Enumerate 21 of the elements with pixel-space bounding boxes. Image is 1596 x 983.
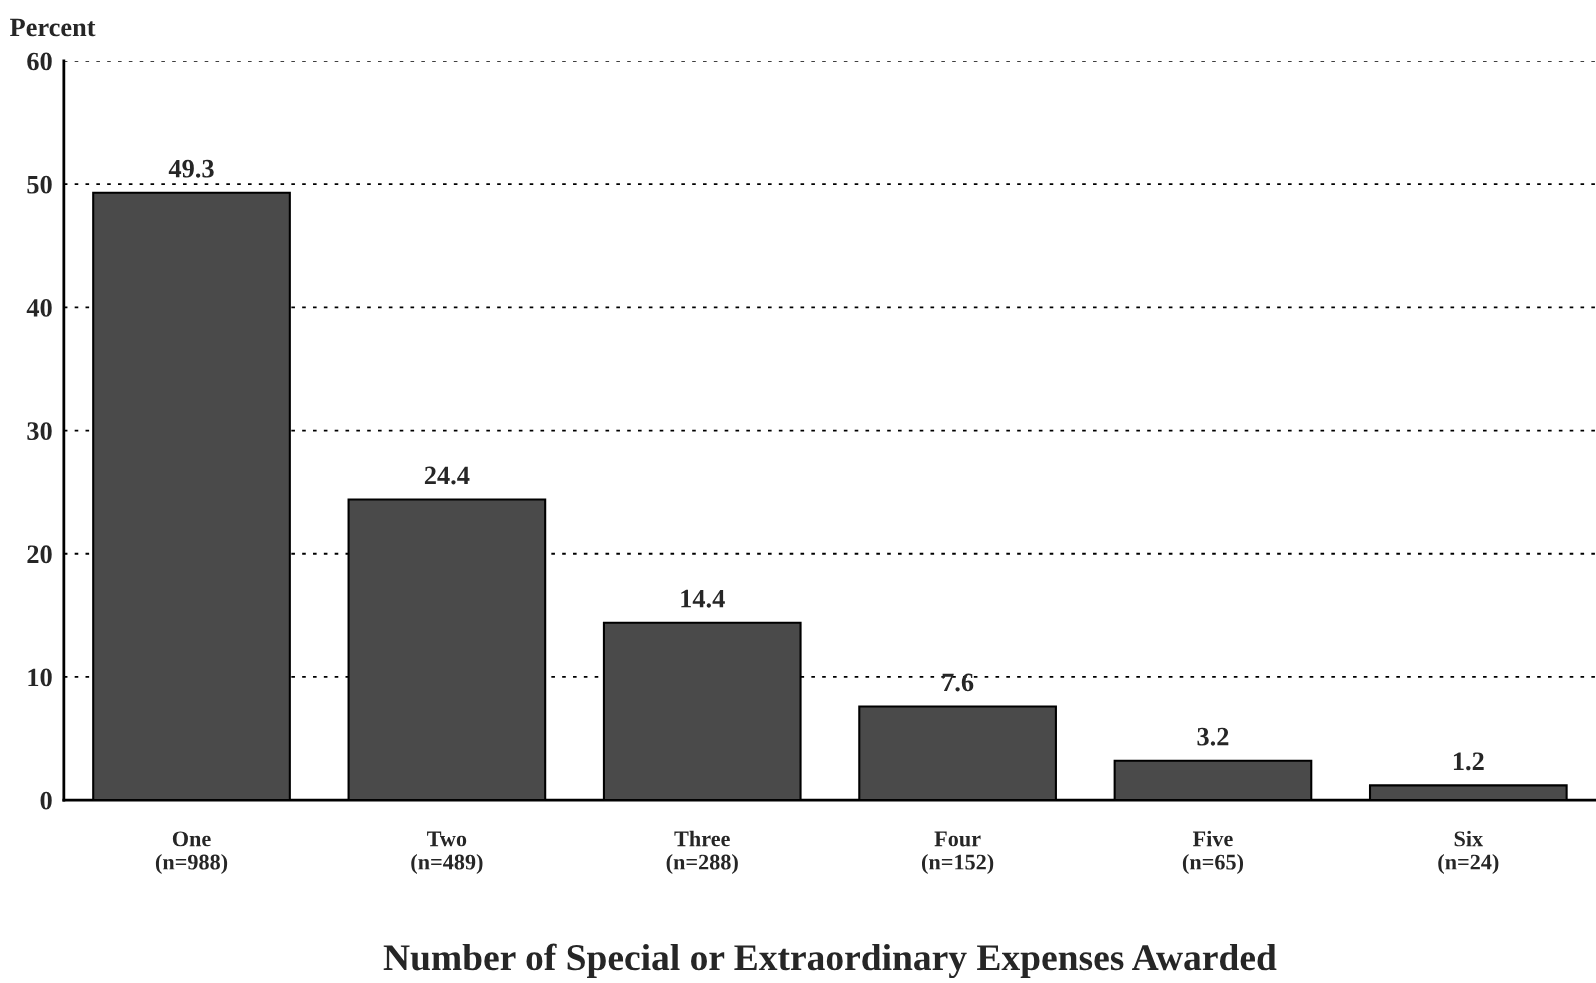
data-label: 24.4 (424, 466, 470, 485)
x-axis-title: Number of Special or Extraordinary Expenses Awarded (383, 943, 1277, 979)
data-label: 7.6 (942, 673, 974, 692)
x-tick-label: One (n=988) (155, 831, 228, 875)
data-label: 1.2 (1453, 752, 1484, 771)
y-tick-label: 40 (26, 298, 52, 317)
x-tick-label: Four (n=152) (922, 831, 994, 875)
y-tick-label: 30 (27, 422, 52, 440)
y-tick-label: 50 (27, 175, 52, 194)
y-tick-label: 60 (27, 52, 52, 71)
x-tick-label: Three (n=288) (666, 830, 738, 875)
data-label: 3.2 (1197, 727, 1229, 746)
data-label: 14.4 (681, 589, 725, 608)
y-tick-label: 20 (27, 545, 52, 564)
x-tick-label: Five (n=65) (1182, 830, 1244, 875)
x-tick-label: Two (n=489) (411, 831, 483, 875)
y-axis-title: Percent (10, 18, 96, 37)
y-tick-label: 0 (40, 791, 52, 810)
y-tick-label: 10 (28, 668, 52, 687)
x-tick-label: Six (n=24) (1438, 830, 1499, 875)
data-label: 49.3 (168, 159, 214, 178)
